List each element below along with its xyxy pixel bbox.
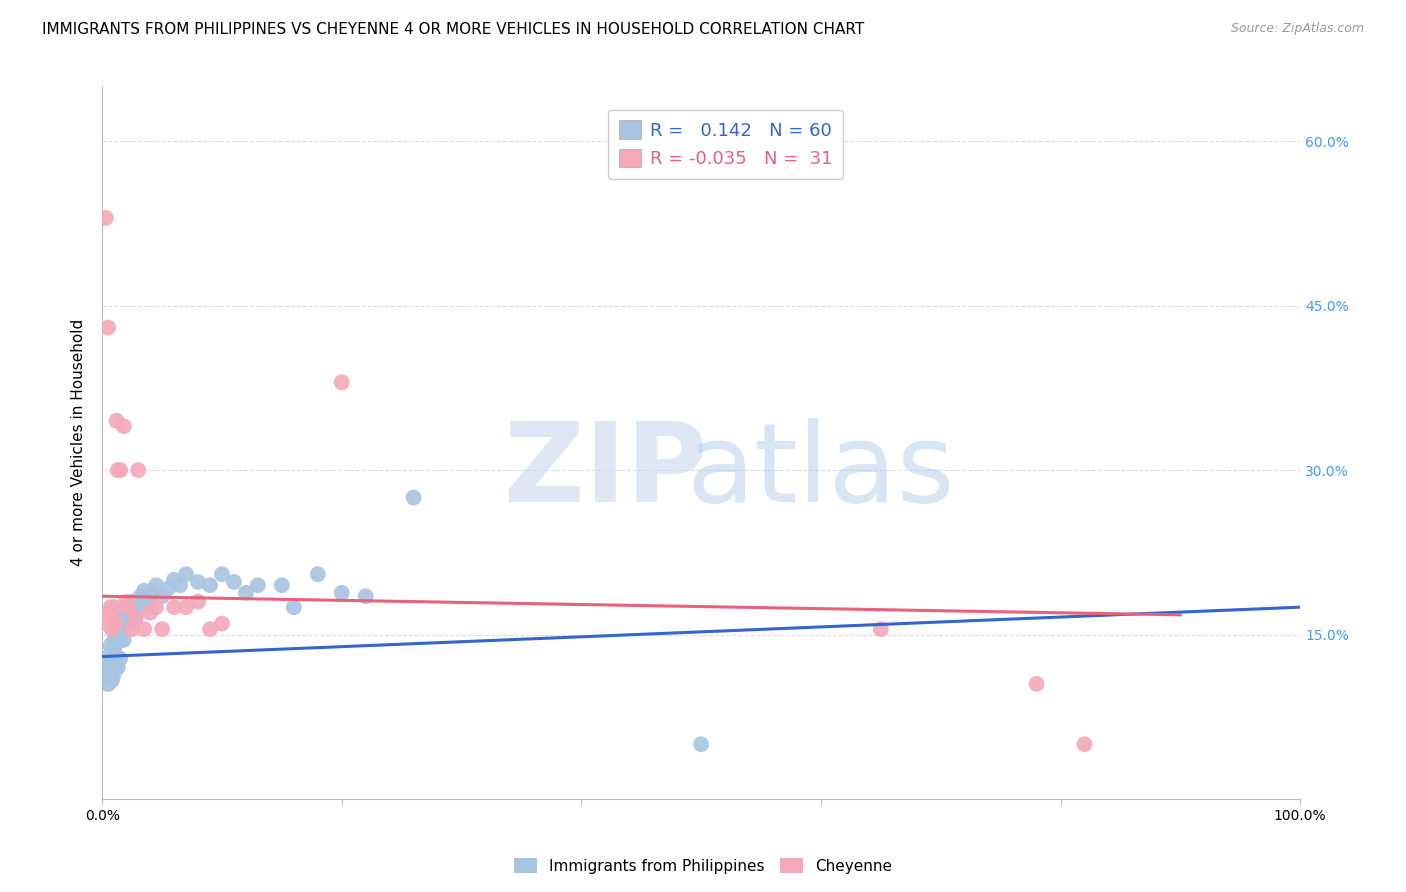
Point: [107, 630, 129, 644]
Point: [117, 600, 139, 615]
Point: [115, 600, 138, 615]
Point: [96, 672, 118, 686]
Point: [330, 586, 353, 600]
Point: [103, 655, 125, 669]
Point: [869, 622, 891, 636]
Point: [105, 649, 128, 664]
Point: [141, 586, 163, 600]
Point: [1073, 737, 1095, 751]
Text: ZIP: ZIP: [503, 417, 707, 524]
Text: atlas: atlas: [686, 417, 955, 524]
Point: [101, 622, 124, 636]
Point: [103, 600, 125, 615]
Point: [96, 616, 118, 631]
Point: [136, 592, 159, 607]
Point: [108, 463, 131, 477]
Point: [129, 589, 152, 603]
Point: [103, 640, 125, 655]
Point: [98, 606, 121, 620]
Point: [101, 611, 124, 625]
Point: [94, 660, 117, 674]
Point: [107, 463, 129, 477]
Point: [163, 600, 186, 615]
Point: [97, 320, 120, 334]
Point: [112, 419, 135, 434]
Point: [94, 211, 117, 225]
Point: [121, 595, 143, 609]
Point: [115, 595, 138, 609]
Point: [246, 578, 269, 592]
Point: [187, 574, 209, 589]
Point: [169, 578, 191, 592]
Point: [101, 673, 124, 688]
Point: [174, 600, 197, 615]
Point: [111, 622, 134, 636]
Point: [100, 600, 122, 615]
Point: [270, 578, 292, 592]
Y-axis label: 4 or more Vehicles in Household: 4 or more Vehicles in Household: [72, 319, 86, 566]
Point: [211, 616, 233, 631]
Point: [97, 649, 120, 664]
Point: [103, 633, 125, 648]
Point: [145, 578, 167, 592]
Point: [117, 615, 139, 629]
Point: [105, 622, 128, 636]
Point: [211, 567, 233, 582]
Point: [110, 611, 132, 625]
Text: IMMIGRANTS FROM PHILIPPINES VS CHEYENNE 4 OR MORE VEHICLES IN HOUSEHOLD CORRELAT: IMMIGRANTS FROM PHILIPPINES VS CHEYENNE …: [42, 22, 865, 37]
Point: [222, 574, 245, 589]
Point: [125, 611, 148, 625]
Point: [112, 633, 135, 648]
Point: [198, 578, 221, 592]
Point: [98, 665, 121, 680]
Point: [163, 573, 186, 587]
Point: [354, 589, 377, 603]
Point: [134, 622, 156, 636]
Point: [100, 639, 122, 653]
Point: [101, 658, 124, 673]
Point: [402, 491, 425, 505]
Point: [121, 622, 143, 636]
Point: [107, 660, 129, 674]
Point: [139, 600, 162, 615]
Point: [104, 636, 127, 650]
Point: [108, 616, 131, 631]
Point: [101, 669, 124, 683]
Point: [127, 597, 149, 611]
Point: [157, 582, 180, 596]
Point: [118, 619, 141, 633]
Point: [104, 663, 127, 677]
Point: [108, 627, 131, 641]
Point: [145, 600, 167, 615]
Text: Source: ZipAtlas.com: Source: ZipAtlas.com: [1230, 22, 1364, 36]
Point: [150, 589, 173, 603]
Point: [235, 586, 257, 600]
Point: [307, 567, 329, 582]
Point: [139, 606, 162, 620]
Legend: Immigrants from Philippines, Cheyenne: Immigrants from Philippines, Cheyenne: [508, 852, 898, 880]
Point: [283, 600, 305, 615]
Point: [198, 622, 221, 636]
Point: [690, 737, 713, 751]
Point: [100, 663, 122, 677]
Point: [101, 644, 124, 658]
Point: [104, 616, 127, 631]
Point: [108, 651, 131, 665]
Point: [105, 414, 128, 428]
Legend: R =   0.142   N = 60, R = -0.035   N =  31: R = 0.142 N = 60, R = -0.035 N = 31: [609, 110, 844, 179]
Point: [127, 463, 149, 477]
Point: [150, 622, 173, 636]
Point: [174, 567, 197, 582]
Point: [122, 603, 145, 617]
Point: [125, 607, 148, 622]
Point: [187, 595, 209, 609]
Point: [1025, 677, 1047, 691]
Point: [98, 655, 121, 669]
Point: [117, 606, 139, 620]
Point: [97, 677, 120, 691]
Point: [134, 583, 156, 598]
Point: [330, 376, 353, 390]
Point: [114, 611, 136, 625]
